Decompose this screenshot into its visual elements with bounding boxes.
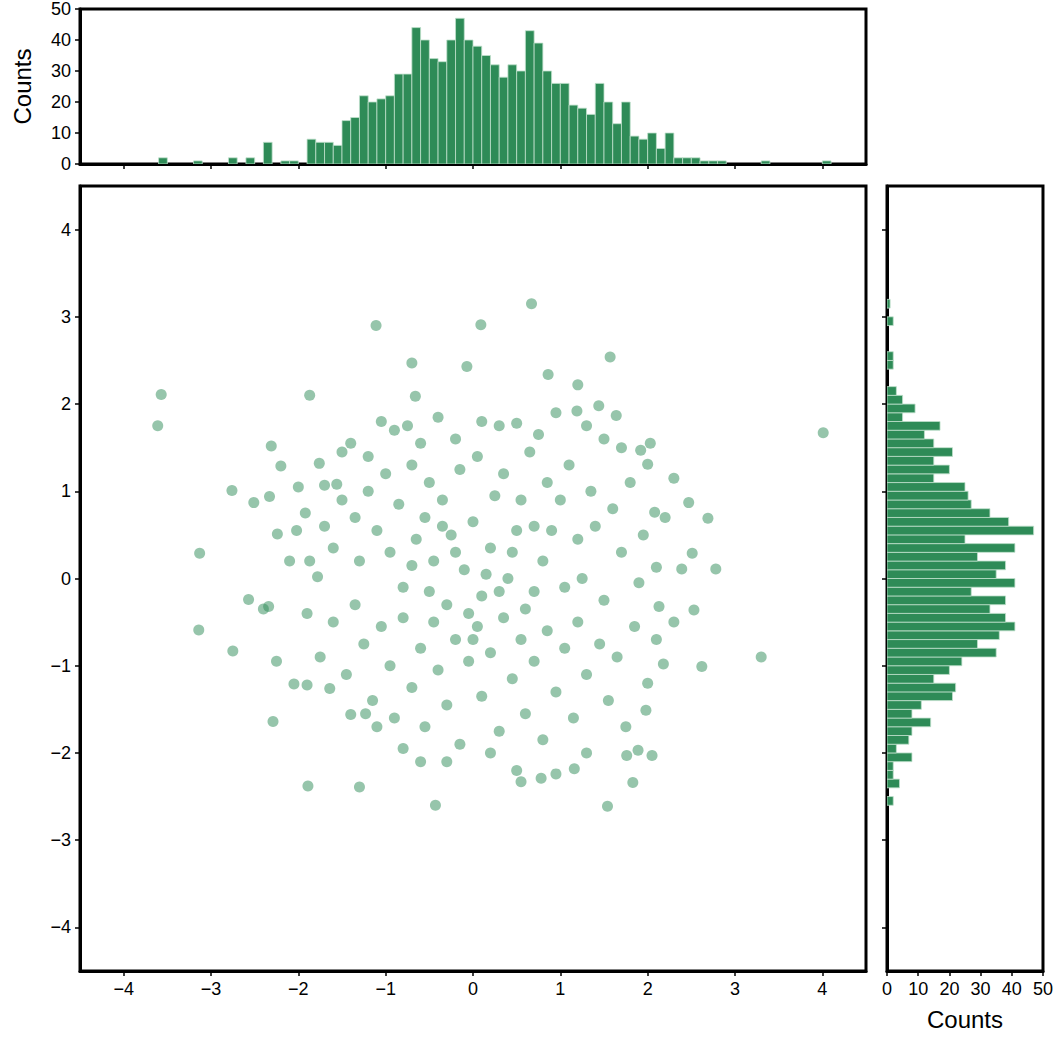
svg-text:3: 3 [61,307,71,327]
svg-text:40: 40 [1002,979,1022,999]
svg-text:50: 50 [51,0,71,19]
svg-text:20: 20 [939,979,959,999]
svg-text:0: 0 [61,154,71,174]
svg-text:10: 10 [51,123,71,143]
svg-text:−1: −1 [50,656,71,676]
svg-text:1: 1 [61,481,71,501]
svg-text:4: 4 [817,979,827,999]
svg-text:0: 0 [882,979,892,999]
svg-text:0: 0 [61,569,71,589]
svg-text:1: 1 [555,979,565,999]
svg-text:2: 2 [61,394,71,414]
svg-text:40: 40 [51,30,71,50]
svg-text:−3: −3 [201,979,222,999]
svg-text:−3: −3 [50,830,71,850]
svg-text:2: 2 [643,979,653,999]
svg-text:−4: −4 [113,979,134,999]
svg-text:Counts: Counts [9,48,36,124]
svg-text:30: 30 [971,979,991,999]
svg-text:Counts: Counts [927,1006,1003,1033]
svg-text:−2: −2 [50,743,71,763]
svg-text:3: 3 [730,979,740,999]
svg-text:4: 4 [61,220,71,240]
svg-text:−2: −2 [288,979,309,999]
svg-text:20: 20 [51,92,71,112]
svg-text:−1: −1 [375,979,396,999]
svg-text:10: 10 [908,979,928,999]
svg-text:30: 30 [51,61,71,81]
svg-text:−4: −4 [50,917,71,937]
svg-text:0: 0 [468,979,478,999]
svg-text:50: 50 [1033,979,1053,999]
